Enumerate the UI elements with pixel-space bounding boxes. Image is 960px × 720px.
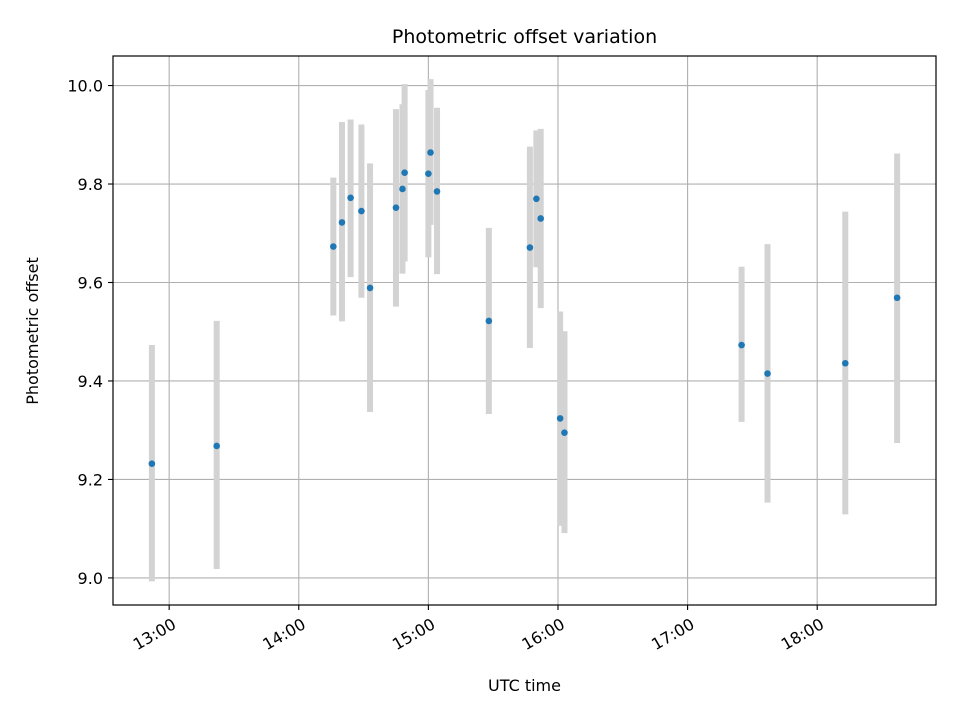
y-tick-label: 9.2 xyxy=(78,470,103,489)
y-tick-label: 10.0 xyxy=(67,77,103,96)
y-tick-label: 9.8 xyxy=(78,175,103,194)
data-point xyxy=(401,169,408,176)
data-point xyxy=(392,204,400,211)
data-point xyxy=(764,370,771,377)
data-point xyxy=(427,149,434,156)
data-point xyxy=(358,207,365,215)
data-point xyxy=(561,429,568,436)
data-point xyxy=(893,294,901,302)
chart-title: Photometric offset variation xyxy=(392,26,657,48)
data-point xyxy=(526,244,534,251)
data-point xyxy=(537,215,545,222)
data-point xyxy=(330,243,337,250)
y-axis-ticks: 9.0 9.2 9.4 9.6 9.8 10.0 xyxy=(67,77,113,588)
data-point xyxy=(433,188,441,195)
data-point xyxy=(148,460,156,467)
data-point xyxy=(533,195,540,203)
y-tick-label: 9.4 xyxy=(78,372,103,391)
data-point xyxy=(338,219,346,226)
data-point xyxy=(425,170,432,177)
data-point xyxy=(347,194,354,202)
y-axis-label: Photometric offset xyxy=(23,257,42,405)
data-point xyxy=(366,284,374,292)
data-point xyxy=(556,415,564,422)
data-point xyxy=(213,442,220,450)
y-tick-label: 9.0 xyxy=(78,569,103,588)
data-points xyxy=(148,149,901,467)
data-point xyxy=(738,341,745,349)
data-point xyxy=(485,317,493,325)
data-point xyxy=(841,359,849,367)
plot-frame xyxy=(112,55,937,606)
y-tick-label: 9.6 xyxy=(78,273,103,292)
data-point xyxy=(399,185,406,193)
x-axis-label: UTC time xyxy=(488,676,561,695)
